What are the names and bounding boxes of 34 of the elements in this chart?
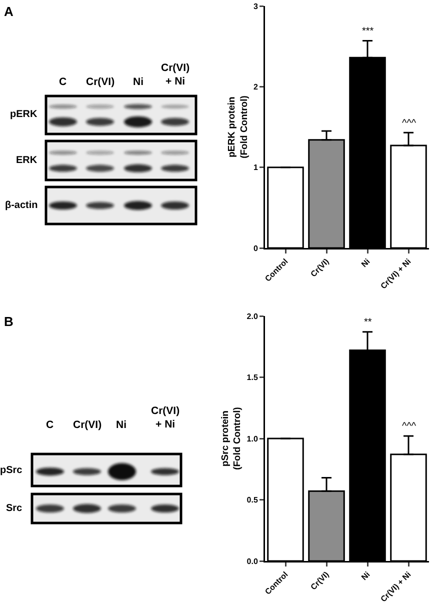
text: C [46, 419, 54, 431]
text: B [4, 314, 14, 329]
text: Cr(VI) [73, 419, 102, 431]
text: Cr(VI) [151, 405, 180, 417]
annotation: ^^^ [402, 118, 416, 129]
y-axis-title: pERK protein (Fold Control) [226, 96, 250, 158]
y-tick-label: 1 [253, 163, 258, 172]
text: Cr(VI) [161, 62, 190, 74]
text: pSrc [0, 465, 23, 476]
y-axis-title: pSrc protein (Fold Control) [220, 407, 244, 470]
y-tick-label: 0.5 [246, 496, 258, 505]
annotation: ** [364, 317, 372, 328]
y-tick-label: 0.0 [246, 556, 258, 566]
y-tick-label: 1.5 [246, 373, 258, 382]
text: C [59, 76, 67, 88]
y-tick-label: 3 [253, 2, 258, 11]
y-tick-label: 0 [253, 244, 258, 253]
y-tick-label: 2.0 [246, 312, 258, 321]
text: + Ni [156, 418, 176, 431]
annotation: ^^^ [402, 421, 416, 432]
text: ERK [16, 155, 38, 166]
text: A [4, 4, 14, 19]
text: Ni [133, 76, 144, 88]
y-tick-label: 1.0 [246, 434, 258, 444]
text: pERK [10, 109, 38, 120]
text: Src [6, 503, 23, 514]
x-tick-label: Ni [360, 570, 372, 582]
text: Ni [116, 419, 127, 431]
y-tick-label: 2 [253, 82, 258, 92]
text: Cr(VI) [86, 76, 115, 88]
annotation: *** [362, 26, 374, 37]
text: + Ni [166, 76, 186, 88]
text: β-actin [5, 200, 38, 211]
x-tick-label: Ni [360, 256, 372, 269]
